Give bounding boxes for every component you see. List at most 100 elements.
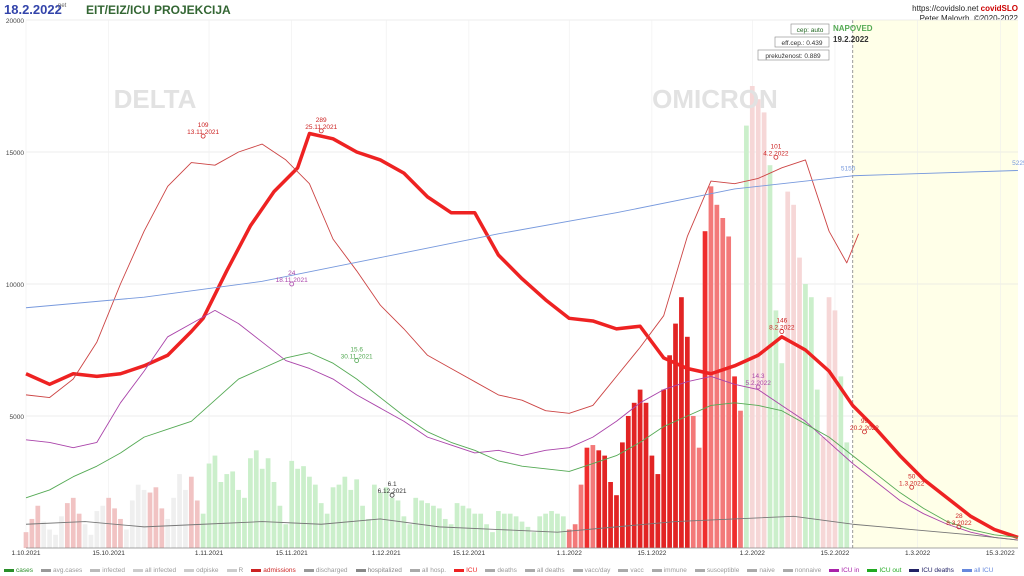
legend-item[interactable]: R: [226, 566, 244, 574]
case-bar: [265, 458, 271, 548]
legend-item[interactable]: ICU out: [867, 567, 901, 574]
case-bar: [702, 231, 708, 548]
legend-item[interactable]: admissions: [251, 567, 296, 574]
case-bar: [88, 534, 94, 548]
legend-item[interactable]: avg.cases: [40, 566, 83, 574]
legend-label: vacc/day: [584, 566, 611, 574]
legend-item[interactable]: all infected: [133, 567, 176, 574]
legend-item[interactable]: all ICU: [961, 567, 993, 574]
case-bar: [667, 355, 672, 548]
legend-item[interactable]: ICU in: [829, 567, 859, 574]
x-tick-label: 1.1.2022: [557, 550, 583, 557]
case-bar: [112, 508, 117, 548]
annotation-marker: [862, 429, 867, 435]
legend-item[interactable]: cases: [4, 567, 33, 574]
case-bar: [236, 489, 241, 548]
legend-item[interactable]: odpiske: [184, 567, 219, 574]
annotation-marker: [354, 358, 360, 363]
case-bar: [188, 476, 194, 548]
legend-item[interactable]: naive: [747, 567, 775, 574]
legend-swatch: [961, 568, 972, 572]
param-prekuzenost: prekuženost: 0.889: [765, 53, 821, 60]
legend-item[interactable]: ICU: [454, 567, 477, 574]
case-bar: [431, 505, 436, 548]
legend-item[interactable]: all hosp.: [409, 567, 446, 574]
legend-item[interactable]: immune: [651, 567, 687, 574]
case-bar: [791, 204, 796, 549]
case-bar: [614, 495, 619, 548]
case-bar: [808, 297, 814, 548]
case-bar: [248, 458, 253, 548]
legend-item[interactable]: vacc/day: [572, 566, 611, 574]
source-url[interactable]: https://covidslo.net covidSLO: [912, 4, 1018, 13]
legend-item[interactable]: infected: [90, 567, 125, 574]
legend-item[interactable]: hospitalized: [355, 566, 402, 574]
case-bar: [684, 336, 690, 548]
legend-swatch: [572, 568, 583, 572]
watermark-omicron: OMICRON: [652, 84, 778, 114]
case-bar: [690, 416, 696, 548]
case-bar: [537, 516, 543, 548]
x-tick-label: 15.3.2022: [986, 550, 1015, 557]
annotation-date: 4.2.2022: [763, 150, 789, 157]
legend-label: R: [238, 566, 244, 574]
annotation-date: 13.11.2021: [187, 129, 219, 136]
case-bar: [767, 165, 773, 548]
case-bar: [602, 455, 608, 548]
case-bar: [779, 363, 785, 548]
y-tick-label: 10000: [6, 282, 24, 289]
legend-label: all deaths: [536, 566, 565, 574]
annotation-date: 1.3.2022: [899, 480, 925, 487]
y-tick-label: 20000: [6, 18, 24, 25]
legend-label: avg.cases: [52, 566, 83, 574]
legend-swatch: [747, 568, 758, 572]
legend-swatch: [133, 568, 144, 572]
annotation-value: 28: [955, 513, 963, 520]
case-bar: [29, 518, 35, 548]
case-bar: [507, 513, 513, 548]
annotation-marker: [773, 154, 779, 160]
case-bar: [218, 482, 224, 548]
annotation-value: 50: [908, 473, 916, 480]
case-bar: [844, 442, 850, 548]
legend-item[interactable]: discharged: [303, 567, 348, 574]
legend-item[interactable]: ICU deaths: [909, 567, 954, 574]
legend-swatch: [40, 568, 51, 572]
legend-item[interactable]: vacc: [618, 566, 644, 574]
legend-label: hospitalized: [367, 566, 402, 574]
case-bar: [501, 513, 507, 548]
legend-item[interactable]: nonnaive: [782, 567, 821, 574]
case-bar: [525, 526, 531, 548]
legend-item[interactable]: deaths: [485, 567, 517, 574]
legend-swatch: [651, 568, 662, 572]
case-bar: [277, 505, 283, 548]
case-bar: [696, 447, 702, 548]
legend-swatch: [90, 568, 101, 572]
legend-label: naive: [759, 566, 775, 574]
legend-label: vacc: [630, 566, 644, 574]
annotation-marker: [956, 524, 962, 530]
legend-swatch: [251, 568, 262, 572]
annotation-date: 8.2.2022: [769, 325, 795, 332]
case-bar: [271, 482, 277, 548]
case-bar: [661, 389, 667, 548]
case-bar: [560, 516, 566, 548]
annotation-value: 289: [316, 117, 327, 124]
legend-label: admissions: [263, 566, 296, 574]
case-bar: [301, 466, 306, 548]
annotation-value: 15.6: [350, 347, 363, 354]
legend-item[interactable]: all deaths: [524, 566, 565, 574]
param-box-cep: cep: auto: [790, 23, 830, 35]
case-bar: [472, 513, 478, 548]
case-bar: [372, 484, 377, 548]
case-bar: [342, 476, 348, 548]
case-bar: [478, 513, 484, 548]
case-bar: [383, 487, 389, 548]
annotation-value: 101: [770, 143, 781, 150]
legend-item[interactable]: susceptible: [694, 567, 739, 574]
case-bar: [803, 284, 808, 548]
case-bar: [159, 508, 165, 548]
param-eff: eff.cep.: 0.439: [781, 40, 822, 47]
